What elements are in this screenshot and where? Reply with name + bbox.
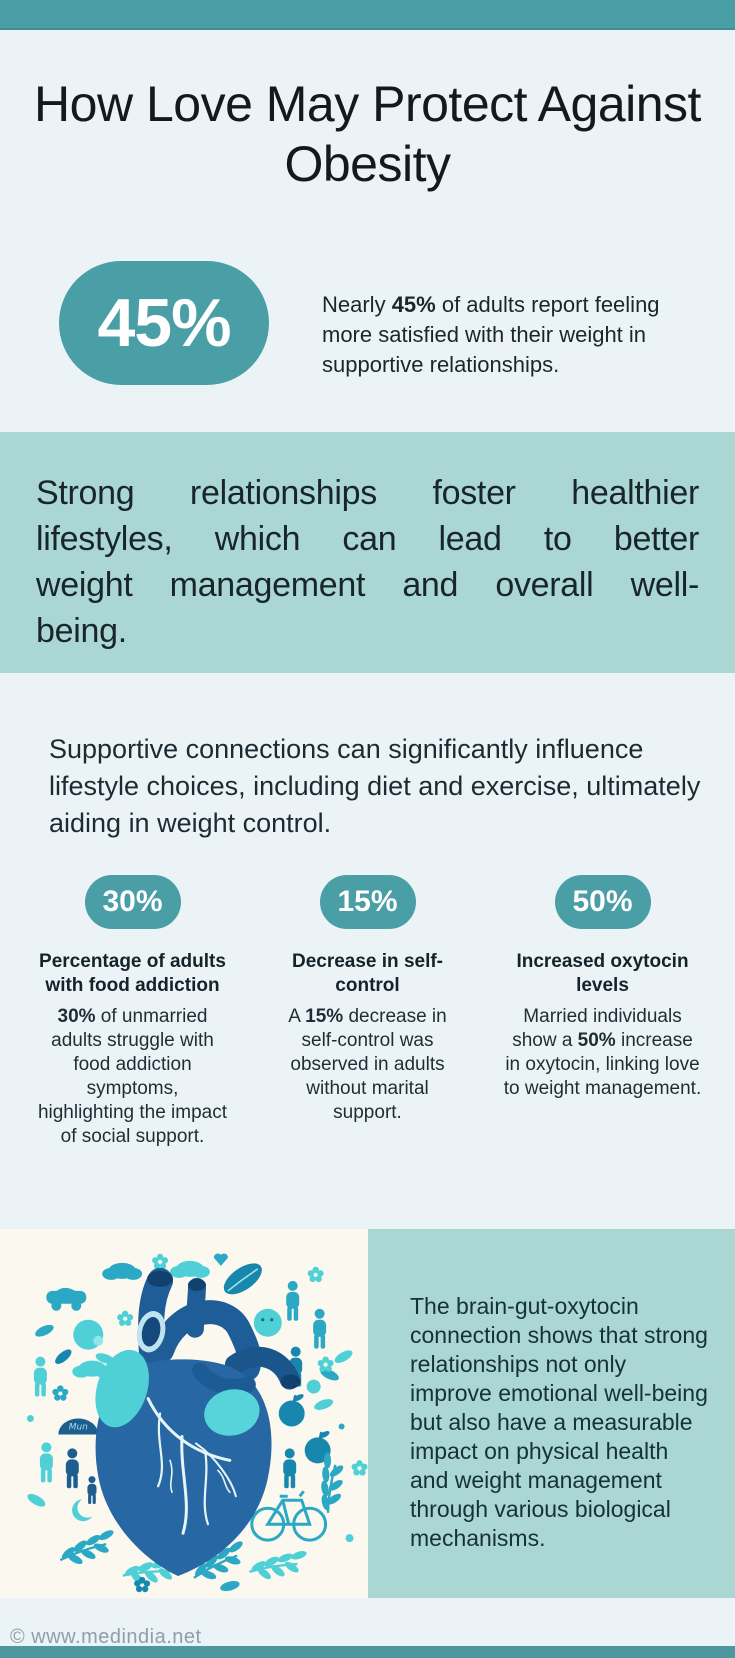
banner-line: weight management and overall well- [36,566,699,604]
stat-body-bold: 50% [577,1030,616,1051]
hero-desc-post: of adults report feeling more satisfied … [322,292,660,377]
stat-pill: 15% [319,875,416,929]
lifestyle-doodles: Mun [0,1253,368,1596]
stat-body-post: increase in oxytocin, linking love to we… [503,1030,702,1099]
highlight-banner: Strong relationships foster healthier li… [0,432,735,673]
stat-value: 30% [102,885,163,918]
stat-body: A 15% decrease in self-control was obser… [275,1005,461,1125]
heart-illustration: Mun [0,1229,368,1598]
stat-pill: 50% [554,875,651,929]
anatomical-heart [95,1267,301,1577]
stat-body-post: decrease in self-control was observed in… [290,1006,447,1123]
hero-desc-bold: 45% [391,292,436,317]
heart-illustration-panel: Mun [0,1229,368,1598]
stats-row: 30% Percentage of adults with food addic… [0,875,735,1149]
top-accent-bar [0,0,735,30]
stat-body-pre: Married individuals show a [512,1006,682,1051]
conclusion-panel: The brain-gut-oxytocin connection shows … [368,1229,735,1598]
stat-body-post: of unmarried adults struggle with food a… [37,1006,228,1147]
stat-body-bold: 30% [57,1006,96,1027]
stat-body: 30% of unmarried adults struggle with fo… [37,1005,229,1149]
stat-heading: Percentage of adults with food addiction [39,951,226,996]
page-title: How Love May Protect Against Obesity [34,76,701,192]
stat-heading: Decrease in self-control [291,951,444,996]
stat-value: 15% [337,885,398,918]
mound-label: Mun [69,1422,88,1432]
stat-body-bold: 15% [305,1006,344,1027]
stat-pill: 30% [84,875,181,929]
heart-veins [146,1397,237,1535]
banner-line: Strong relationships foster healthier [36,474,699,512]
stat-body: Married individuals show a 50% increase … [503,1005,703,1101]
stat-column-oxytocin: 50% Increased oxytocin levels Married in… [490,875,715,1149]
intro-paragraph: Supportive connections can significantly… [49,734,701,838]
hero-description: Nearly 45% of adults report feeling more… [322,290,688,380]
watermark: © www.medindia.net [10,1626,202,1648]
stat-column-self-control: 15% Decrease in self-control A 15% decre… [255,875,480,1149]
hero-desc-pre: Nearly [322,292,392,317]
stat-column-food-addiction: 30% Percentage of adults with food addic… [20,875,245,1149]
banner-line: being. [36,612,127,650]
conclusion-text: The brain-gut-oxytocin connection shows … [410,1293,708,1551]
banner-line: lifestyles, which can lead to better [36,520,699,558]
hero-stat-pill: 45% [59,261,269,385]
stat-heading: Increased oxytocin levels [516,951,689,996]
hero-stat-value: 45% [97,285,231,361]
bicycle-doodle [250,1490,328,1542]
stat-body-pre: A [288,1006,306,1027]
stat-value: 50% [572,885,633,918]
footer-accent-bar [0,1646,735,1658]
mound-shape [58,1418,99,1435]
